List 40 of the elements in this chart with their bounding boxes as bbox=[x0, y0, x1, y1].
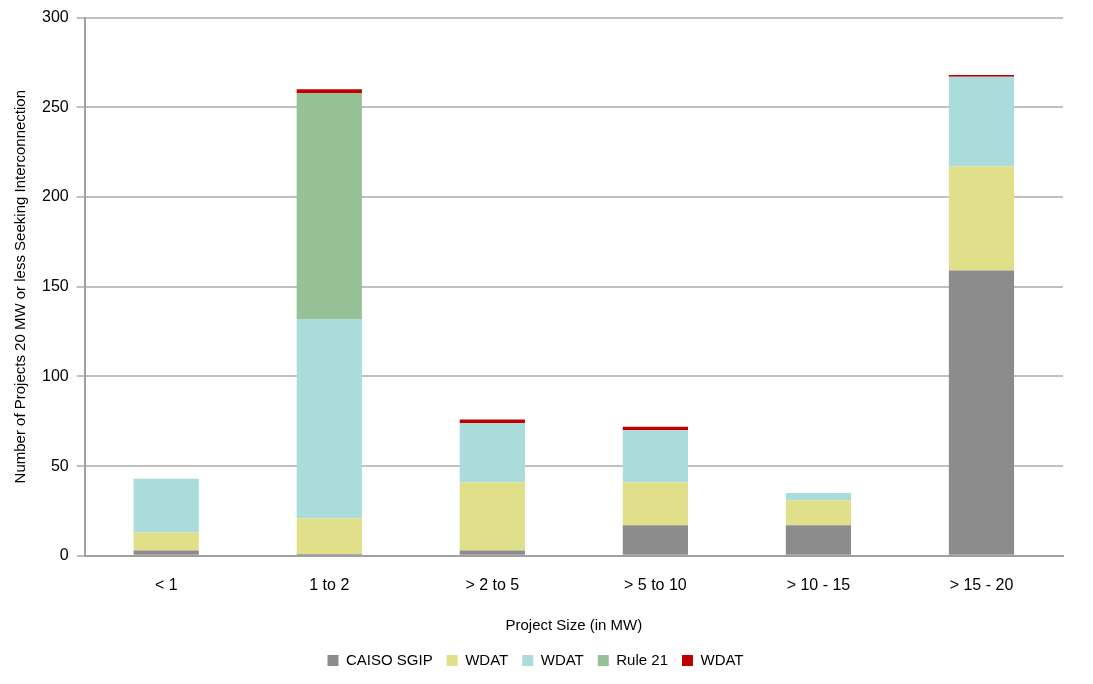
bar bbox=[133, 532, 199, 551]
bar bbox=[948, 270, 1015, 555]
x-tick-label: 1 to 2 bbox=[309, 575, 350, 593]
bar bbox=[296, 92, 362, 319]
x-tick-label: > 10 - 15 bbox=[786, 575, 851, 593]
legend-label: Rule 21 bbox=[616, 650, 668, 668]
y-tick-label: 0 bbox=[59, 546, 69, 564]
bar bbox=[622, 430, 688, 483]
y-tick-label: 50 bbox=[50, 456, 69, 474]
legend-label: WDAT bbox=[540, 650, 584, 668]
bar bbox=[133, 550, 199, 555]
y-tick-label: 150 bbox=[41, 277, 69, 295]
bar bbox=[785, 525, 852, 555]
x-tick-label: < 1 bbox=[154, 575, 178, 593]
y-tick-label: 300 bbox=[41, 8, 69, 26]
y-tick-label: 100 bbox=[41, 366, 69, 384]
x-tick-label: > 5 to 10 bbox=[624, 575, 687, 593]
legend-label: CAISO SGIP bbox=[345, 650, 433, 668]
bar bbox=[622, 482, 688, 526]
x-tick-label: > 2 to 5 bbox=[465, 575, 520, 593]
legend-label: WDAT bbox=[465, 650, 509, 668]
bar bbox=[296, 518, 362, 555]
bar bbox=[948, 166, 1015, 271]
bar bbox=[785, 493, 852, 501]
bar bbox=[459, 550, 525, 555]
bar bbox=[133, 478, 199, 533]
x-axis-title: Project Size (in MW) bbox=[505, 616, 643, 634]
bar bbox=[459, 419, 525, 424]
bar bbox=[459, 423, 525, 483]
bar bbox=[948, 76, 1015, 167]
x-tick-label: > 15 - 20 bbox=[949, 575, 1014, 593]
bar bbox=[296, 318, 362, 519]
y-tick-label: 250 bbox=[41, 97, 69, 115]
y-tick-label: 200 bbox=[41, 187, 69, 205]
bar bbox=[296, 89, 362, 93]
legend-label: WDAT bbox=[700, 650, 744, 668]
bar bbox=[459, 482, 525, 551]
bar bbox=[785, 500, 852, 526]
bar bbox=[622, 525, 688, 555]
y-axis-title: Number of Projects 20 MW or less Seeking Interconnection bbox=[11, 89, 29, 484]
